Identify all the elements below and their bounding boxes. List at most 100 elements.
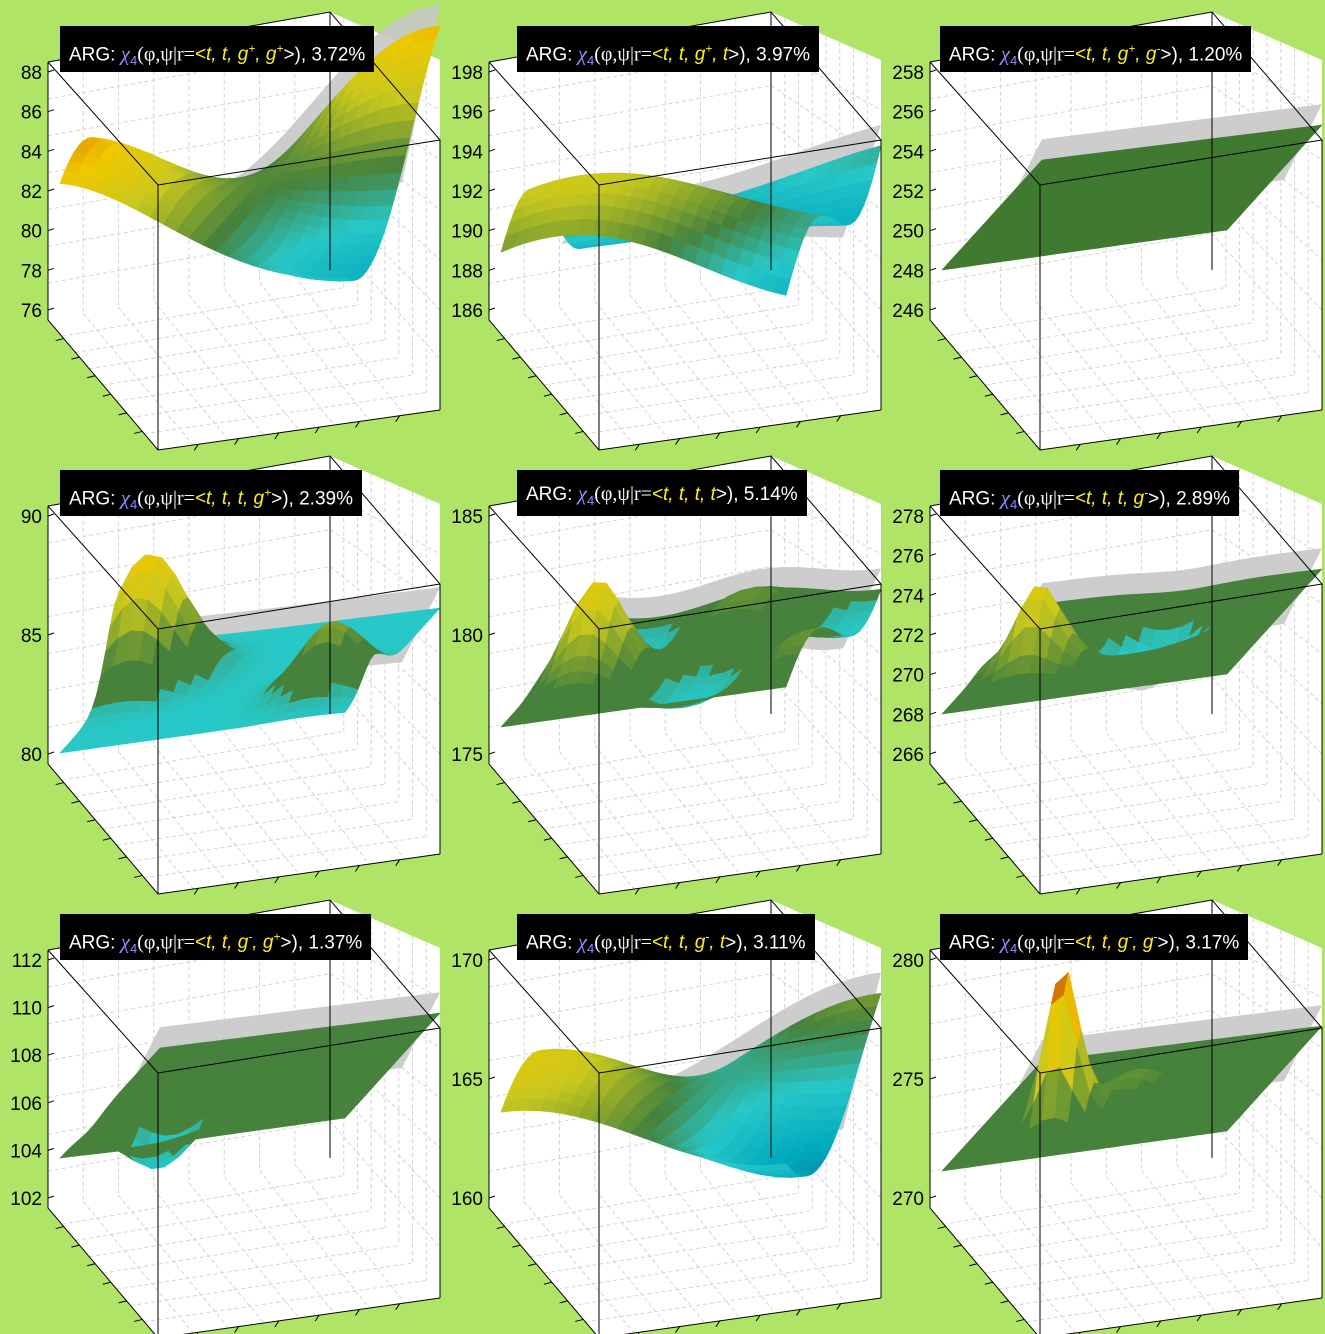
surface-mesh — [941, 124, 1323, 271]
y-tick — [1016, 874, 1025, 878]
x-tick — [1196, 1314, 1202, 1322]
title-args: (φ,ψ|r= — [594, 43, 652, 66]
z-tick-label: 270 — [892, 666, 924, 687]
title-percent: >), 5.14% — [715, 484, 798, 505]
y-tick — [1000, 856, 1009, 860]
z-tick-label: 80 — [21, 222, 42, 243]
y-tick — [575, 874, 584, 878]
panel-title: ARG: χ4(φ,ψ|r=<t, t, g-, g+>), 1.37% — [60, 914, 372, 960]
x-tick — [755, 870, 761, 878]
y-tick — [134, 430, 143, 434]
z-tick — [929, 1076, 937, 1080]
title-percent: >), 1.20% — [1160, 44, 1243, 66]
x-tick — [1237, 1309, 1242, 1316]
title-args: (φ,ψ|r= — [1017, 43, 1075, 66]
title-sub: 4 — [586, 941, 595, 957]
y-tick — [575, 1318, 584, 1322]
title-args: (φ,ψ|r= — [594, 931, 652, 954]
z-tick-label: 268 — [892, 705, 924, 726]
title-sub: 4 — [129, 497, 138, 513]
y-tick — [134, 874, 143, 878]
title-sub: 4 — [1009, 53, 1018, 69]
title-args: (φ,ψ|r= — [137, 43, 195, 66]
z-tick — [47, 267, 55, 271]
y-tick — [953, 800, 962, 804]
z-tick — [488, 1195, 496, 1199]
title-arg: ARG: — [69, 932, 121, 954]
title-args: (φ,ψ|r= — [1017, 931, 1075, 954]
z-tick — [47, 1195, 55, 1199]
surface-mesh — [500, 145, 882, 296]
x-tick — [836, 415, 842, 422]
title-percent: >), 3.11% — [725, 932, 806, 954]
x-tick — [1277, 1303, 1283, 1310]
title-chi: χ — [577, 481, 587, 505]
y-tick — [953, 356, 962, 360]
z-tick-label: 190 — [451, 222, 483, 243]
surface-patch — [772, 674, 791, 690]
z-tick-label: 76 — [21, 301, 42, 322]
z-tick-label: 90 — [21, 507, 42, 528]
z-tick-label: 246 — [892, 301, 924, 322]
z-tick — [488, 109, 496, 113]
axis-edge — [47, 950, 441, 1334]
z-tick — [47, 1052, 55, 1056]
x-tick — [395, 859, 401, 866]
x-tick — [395, 1303, 401, 1310]
surface-patch — [331, 705, 350, 715]
z-tick-label: 82 — [21, 182, 42, 203]
panel-title: ARG: χ4(φ,ψ|r=<t, t, g+, g+>), 3.72% — [60, 26, 375, 72]
x-tick — [196, 1332, 199, 1334]
x-tick — [1075, 444, 1081, 451]
y-tick — [969, 819, 978, 823]
x-tick — [796, 1309, 801, 1316]
y-tick — [543, 1281, 552, 1285]
x-tick — [634, 888, 640, 895]
z-tick-label: 266 — [892, 745, 924, 766]
x-tick — [796, 421, 801, 428]
y-tick — [102, 837, 111, 841]
title-args: (φ,ψ|r= — [137, 931, 195, 954]
z-tick-label: 194 — [451, 142, 483, 163]
z-tick — [488, 228, 496, 232]
x-tick — [755, 1314, 761, 1322]
title-sub: 4 — [586, 493, 595, 508]
y-tick — [118, 1300, 127, 1304]
z-tick — [929, 672, 937, 676]
x-tick — [1237, 421, 1242, 428]
title-quad: <t, t, g-, g+ — [194, 930, 281, 954]
z-tick — [929, 553, 937, 557]
z-tick — [929, 751, 937, 755]
z-tick-label: 278 — [892, 507, 924, 528]
x-tick — [234, 438, 239, 445]
title-sub: 4 — [1009, 497, 1018, 513]
surface-mesh — [59, 554, 441, 754]
z-tick — [47, 1147, 55, 1151]
x-tick — [1156, 1320, 1162, 1328]
title-quad: <t, t, t, t — [651, 484, 716, 505]
title-quad: <t, t, t, g- — [1074, 486, 1149, 510]
surface-patch — [772, 276, 791, 296]
x-tick — [1196, 870, 1202, 878]
z-tick-label: 272 — [892, 626, 924, 647]
z-tick-label: 160 — [451, 1189, 483, 1210]
z-tick-label: 274 — [892, 586, 924, 607]
title-arg: ARG: — [949, 932, 1001, 954]
z-tick — [47, 957, 55, 961]
z-tick — [488, 957, 496, 961]
z-tick — [929, 267, 937, 271]
y-tick — [87, 1263, 96, 1267]
x-tick — [1075, 888, 1081, 895]
z-tick — [929, 228, 937, 232]
x-tick — [1078, 1332, 1081, 1334]
x-tick — [395, 415, 401, 422]
z-tick-label: 248 — [892, 261, 924, 282]
title-quad: <t, t, g+, g- — [1074, 42, 1161, 66]
title-sub: 4 — [129, 53, 138, 69]
title-sub: 4 — [586, 53, 595, 69]
z-tick-label: 104 — [10, 1141, 42, 1162]
title-arg: ARG: — [526, 44, 578, 66]
z-tick — [929, 69, 937, 73]
